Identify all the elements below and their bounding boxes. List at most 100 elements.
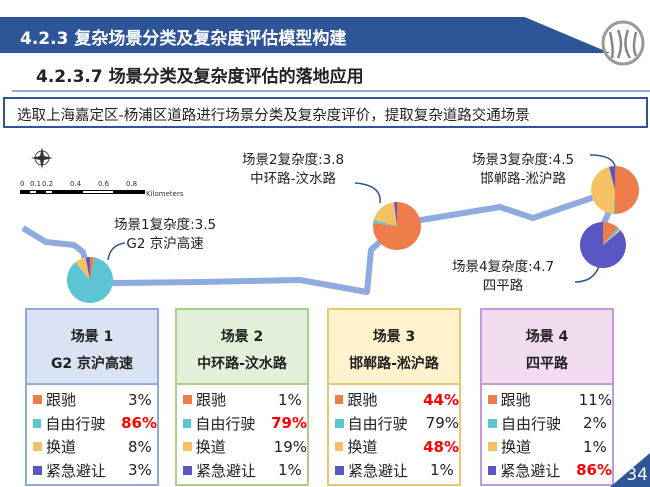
category-label: 紧急避让	[348, 461, 409, 480]
scene-title: 场景 3	[372, 329, 416, 345]
category-value: 1%	[278, 390, 302, 409]
scene-1-pie	[67, 257, 114, 303]
pie-slice-换道	[590, 166, 615, 214]
pie-slice-换道	[603, 229, 621, 245]
category-label: 跟驰	[347, 391, 378, 410]
legend-swatch	[488, 395, 497, 405]
pie-slice-跟驰	[373, 202, 421, 251]
legend-swatch	[33, 418, 42, 428]
scale-tick: 0.8	[126, 180, 137, 188]
legend-swatch	[335, 395, 344, 405]
page-number: 34	[626, 465, 648, 485]
label-road: 邯郸路-淞沪路	[480, 171, 566, 187]
category-row: 自由行驶 79%	[183, 412, 307, 436]
category-label: 自由行驶	[501, 414, 562, 433]
scene-card-header: 场景 4 四平路	[480, 308, 614, 385]
pie-slice-跟驰	[615, 166, 639, 214]
scene-card-header: 场景 1 G2 京沪高速	[25, 308, 159, 385]
scene-4-map-label: 场景4复杂度:4.7 四平路	[452, 258, 554, 296]
scene-road: 四平路	[526, 356, 568, 372]
label-complexity: 场景2复杂度:3.8	[242, 152, 345, 168]
category-row: 紧急避让 3%	[33, 459, 157, 483]
scale-tick: 0.4	[70, 180, 82, 188]
category-value: 86%	[576, 461, 612, 480]
category-value: 86%	[121, 414, 157, 433]
category-label: 自由行驶	[347, 414, 408, 433]
legend-swatch	[183, 395, 192, 405]
category-value: 19%	[273, 437, 307, 456]
scene-card-3: 场景 3 邯郸路-淞沪路 跟驰 44% 自由行驶 79% 换道 48% 紧急避让 1%	[327, 308, 461, 486]
scene-card-1: 场景 1 G2 京沪高速跟驰 3% 自由行驶 86% 换道 8% 紧急避让 3%	[25, 308, 159, 486]
category-row: 自由行驶 2%	[488, 412, 612, 436]
category-label: 换道	[46, 438, 77, 457]
scene-card-header: 场景 2 中环路-汶水路	[175, 308, 309, 385]
category-row: 跟驰 44%	[335, 388, 459, 412]
scene-title: 场景 1	[70, 329, 114, 345]
scale-tick: 0.2	[42, 180, 53, 188]
category-label: 自由行驶	[45, 414, 106, 433]
category-value: 2%	[583, 414, 607, 433]
label-complexity: 场景4复杂度:4.7	[452, 259, 555, 275]
category-row: 换道 1%	[488, 435, 612, 459]
scene-2-pie	[373, 202, 421, 251]
scene-title: 场景 4	[525, 329, 569, 345]
category-row: 紧急避让 86%	[488, 459, 612, 483]
route-line	[21, 187, 616, 295]
intro-text: 选取上海嘉定区-杨浦区道路进行场景分类及复杂度评价，提取复杂道路交通场景	[3, 97, 648, 128]
legend-swatch	[335, 418, 344, 428]
pie-slice-紧急避让	[85, 257, 90, 280]
label-road: 四平路	[482, 278, 524, 294]
logo	[601, 20, 645, 66]
category-row: 跟驰 3%	[33, 388, 157, 412]
section-banner: 4.2.3 复杂场景分类及复杂度评估模型构建	[0, 17, 610, 53]
pie-slice-紧急避让	[393, 202, 397, 226]
legend-swatch	[488, 442, 497, 452]
pie-slice-紧急避让	[609, 166, 615, 190]
scale-tick: 0	[20, 180, 24, 188]
pie-slice-自由行驶	[603, 227, 620, 245]
legend-swatch	[335, 442, 344, 452]
category-label: 换道	[195, 438, 226, 457]
category-value: 44%	[423, 390, 459, 409]
leader-lines	[107, 154, 616, 283]
category-label: 跟驰	[196, 391, 227, 410]
scene-3-pie	[590, 166, 639, 214]
category-label: 紧急避让	[46, 461, 107, 480]
category-value: 11%	[578, 390, 612, 409]
legend-swatch	[183, 418, 192, 428]
scene-road: 中环路-汶水路	[197, 356, 287, 372]
category-value: 1%	[430, 461, 454, 480]
label-complexity: 场景1复杂度:3.5	[114, 217, 217, 233]
scene-title: 场景 2	[220, 329, 264, 345]
label-road: G2 京沪高速	[126, 236, 204, 252]
category-value: 3%	[128, 390, 152, 409]
category-row: 换道 19%	[183, 435, 307, 459]
category-row: 自由行驶 79%	[335, 412, 459, 436]
legend-swatch	[33, 465, 42, 475]
route-map: 0 0.1 0.2 0.4 0.6 0.8 Kilometers	[20, 147, 639, 303]
category-row: 紧急避让 1%	[183, 459, 307, 483]
scene-card-body: 跟驰 3% 自由行驶 86% 换道 8% 紧急避让 3%	[25, 385, 159, 486]
category-label: 紧急避让	[500, 461, 561, 480]
scene-4-pie	[580, 222, 626, 268]
pie-slice-自由行驶	[373, 220, 397, 226]
category-row: 换道 48%	[335, 435, 459, 459]
legend-swatch	[33, 442, 42, 452]
category-value: 8%	[128, 437, 152, 456]
section-title: 4.2.3 复杂场景分类及复杂度评估模型构建	[20, 29, 347, 49]
legend-swatch	[488, 418, 497, 428]
category-value: 1%	[278, 461, 302, 480]
scale-tick: 0.6	[98, 180, 110, 188]
scale-bar	[20, 190, 145, 194]
label-road: 中环路-汶水路	[250, 171, 336, 187]
category-value: 79%	[425, 414, 459, 433]
label-complexity: 场景3复杂度:4.5	[472, 152, 575, 168]
category-row: 跟驰 1%	[183, 388, 307, 412]
compass-icon	[31, 147, 53, 169]
pie-slice-跟驰	[603, 222, 618, 245]
category-row: 换道 8%	[33, 435, 157, 459]
pie-slice-自由行驶	[613, 190, 615, 214]
category-row: 跟驰 11%	[488, 388, 612, 412]
legend-swatch	[335, 465, 344, 475]
category-value: 3%	[128, 461, 152, 480]
